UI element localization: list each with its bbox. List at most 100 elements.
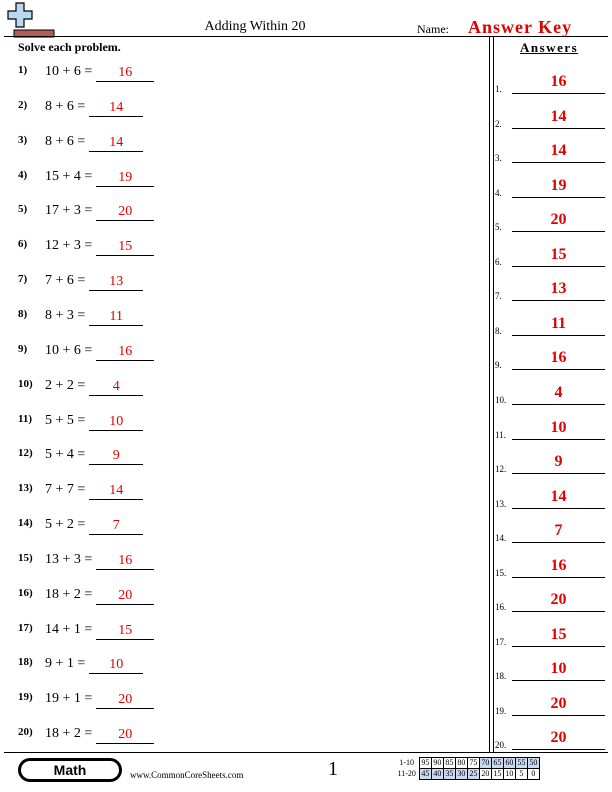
problem-number: 13) (18, 482, 33, 495)
problem-expression: 18 + 2 = (45, 586, 93, 602)
score-cell: 20 (478, 768, 492, 780)
problem-row: 4) 15 + 4 = 19 (18, 169, 318, 189)
answer-blank: 20 (96, 727, 155, 745)
problem-answer: 13 (109, 274, 124, 290)
answer-line (512, 403, 605, 405)
answer-row: 4. 19 (495, 176, 605, 200)
answer-value: 10 (550, 660, 567, 678)
answer-blank: 16 (96, 344, 155, 361)
problem-expression: 8 + 6 = (45, 133, 86, 149)
answer-blank: 10 (89, 657, 144, 675)
answer-value: 4 (554, 383, 563, 401)
problem-row: 18) 9 + 1 = 10 (18, 656, 318, 676)
problem-row: 5) 17 + 3 = 20 (18, 203, 318, 223)
score-cell: 55 (514, 757, 528, 769)
answer-row: 13. 14 (495, 487, 605, 511)
answer-number: 16. (495, 602, 507, 613)
answer-line (512, 231, 605, 233)
answer-blank: 20 (96, 588, 155, 605)
problem-number: 2) (18, 98, 28, 111)
answer-value: 20 (550, 591, 567, 609)
answer-value: 14 (550, 487, 567, 505)
problem-expression: 15 + 4 = (45, 168, 93, 184)
problem-expression: 5 + 4 = (45, 447, 86, 463)
problem-answer: 9 (112, 448, 120, 464)
answer-number: 19. (495, 705, 507, 716)
problem-number: 1) (18, 64, 28, 76)
score-cell: 40 (430, 768, 444, 780)
answer-line (512, 576, 605, 578)
problem-answer: 20 (118, 727, 133, 743)
score-cell: 5 (514, 768, 528, 780)
answer-number: 14. (495, 533, 507, 544)
answer-row: 15. 16 (495, 556, 605, 580)
answer-line (512, 749, 605, 751)
problem-number: 3) (18, 133, 28, 146)
answer-row: 11. 10 (495, 418, 605, 442)
answer-number: 9. (495, 360, 502, 371)
problem-answer: 20 (118, 692, 133, 708)
answer-line (512, 162, 605, 164)
problem-row: 13) 7 + 7 = 14 (18, 482, 318, 502)
answer-number: 1. (495, 84, 502, 94)
problem-row: 9) 10 + 6 = 16 (18, 343, 318, 363)
plus-eraser-icon (4, 2, 56, 38)
problem-row: 3) 8 + 6 = 14 (18, 134, 318, 154)
answer-number: 8. (495, 325, 502, 336)
answer-line (512, 611, 605, 613)
problem-number: 9) (18, 342, 28, 355)
answer-number: 13. (495, 498, 507, 509)
problem-row: 7) 7 + 6 = 13 (18, 273, 318, 293)
answer-blank: 4 (89, 379, 144, 396)
score-cell: 45 (418, 768, 432, 780)
score-cell: 15 (490, 768, 504, 780)
answer-row: 3. 14 (495, 141, 605, 165)
problem-answer: 16 (118, 343, 133, 359)
answer-blank: 20 (96, 204, 155, 222)
answer-blank: 10 (89, 414, 144, 431)
answer-value: 16 (550, 73, 567, 90)
score-cell: 65 (490, 757, 504, 769)
problem-number: 12) (18, 447, 33, 460)
answer-value: 11 (550, 314, 567, 332)
answer-row: 2. 14 (495, 107, 605, 131)
problem-expression: 2 + 2 = (45, 377, 86, 393)
answer-row: 12. 9 (495, 452, 605, 476)
score-cell: 60 (502, 757, 516, 769)
problem-row: 20) 18 + 2 = 20 (18, 726, 318, 746)
problem-row: 11) 5 + 5 = 10 (18, 413, 318, 433)
answer-blank: 16 (96, 65, 155, 82)
answer-number: 20. (495, 740, 507, 751)
answer-blank: 9 (89, 448, 144, 466)
score-cell: 85 (442, 757, 456, 769)
problem-answer: 20 (118, 587, 133, 603)
answer-value: 20 (550, 694, 567, 712)
answer-blank: 19 (96, 170, 155, 187)
answer-number: 12. (495, 464, 507, 475)
header-divider (4, 36, 608, 37)
problem-number: 7) (18, 273, 28, 286)
problem-answer: 11 (109, 308, 124, 324)
page-title: Adding Within 20 (204, 19, 306, 34)
problem-answer: 15 (118, 239, 133, 255)
answer-row: 5. 20 (495, 210, 605, 234)
problem-number: 16) (18, 586, 33, 599)
score-range-label: 1-10 (399, 758, 415, 767)
score-range-label: 11-20 (397, 769, 416, 778)
problem-number: 19) (18, 691, 33, 704)
name-label: Name: (417, 22, 449, 36)
problem-row: 6) 12 + 3 = 15 (18, 238, 318, 258)
problem-answer: 16 (118, 65, 133, 80)
answer-blank: 14 (89, 135, 144, 152)
problem-expression: 14 + 1 = (45, 621, 93, 637)
answer-blank: 20 (96, 692, 155, 710)
problem-row: 17) 14 + 1 = 15 (18, 622, 318, 642)
answer-row: 18. 10 (495, 659, 605, 683)
answer-number: 18. (495, 671, 507, 682)
answer-number: 5. (495, 222, 502, 233)
answer-number: 6. (495, 256, 502, 267)
problem-row: 2) 8 + 6 = 14 (18, 99, 318, 119)
answer-number: 11. (495, 429, 506, 440)
problem-number: 17) (18, 621, 33, 634)
answer-value: 16 (550, 556, 567, 574)
